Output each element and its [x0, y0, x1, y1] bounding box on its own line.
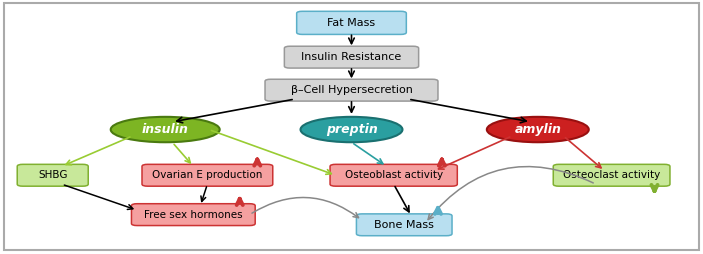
- FancyBboxPatch shape: [297, 11, 406, 35]
- FancyBboxPatch shape: [17, 164, 89, 186]
- Ellipse shape: [110, 117, 219, 142]
- FancyBboxPatch shape: [131, 204, 255, 226]
- Text: Osteoclast activity: Osteoclast activity: [563, 170, 660, 180]
- Text: SHBG: SHBG: [38, 170, 67, 180]
- Text: Ovarian E production: Ovarian E production: [152, 170, 263, 180]
- FancyBboxPatch shape: [265, 79, 438, 101]
- FancyBboxPatch shape: [553, 164, 670, 186]
- Text: Insulin Resistance: Insulin Resistance: [302, 52, 401, 62]
- Text: Free sex hormones: Free sex hormones: [144, 210, 243, 220]
- Text: preptin: preptin: [325, 123, 378, 136]
- Text: β–Cell Hypersecretion: β–Cell Hypersecretion: [290, 85, 413, 95]
- Ellipse shape: [301, 117, 402, 142]
- Text: Fat Mass: Fat Mass: [328, 18, 375, 28]
- FancyBboxPatch shape: [142, 164, 273, 186]
- FancyBboxPatch shape: [330, 164, 458, 186]
- FancyBboxPatch shape: [356, 214, 452, 236]
- Ellipse shape: [486, 117, 588, 142]
- FancyBboxPatch shape: [284, 46, 418, 68]
- Text: Bone Mass: Bone Mass: [374, 220, 434, 230]
- Text: Osteoblast activity: Osteoblast activity: [344, 170, 443, 180]
- Text: amylin: amylin: [515, 123, 561, 136]
- Text: insulin: insulin: [142, 123, 188, 136]
